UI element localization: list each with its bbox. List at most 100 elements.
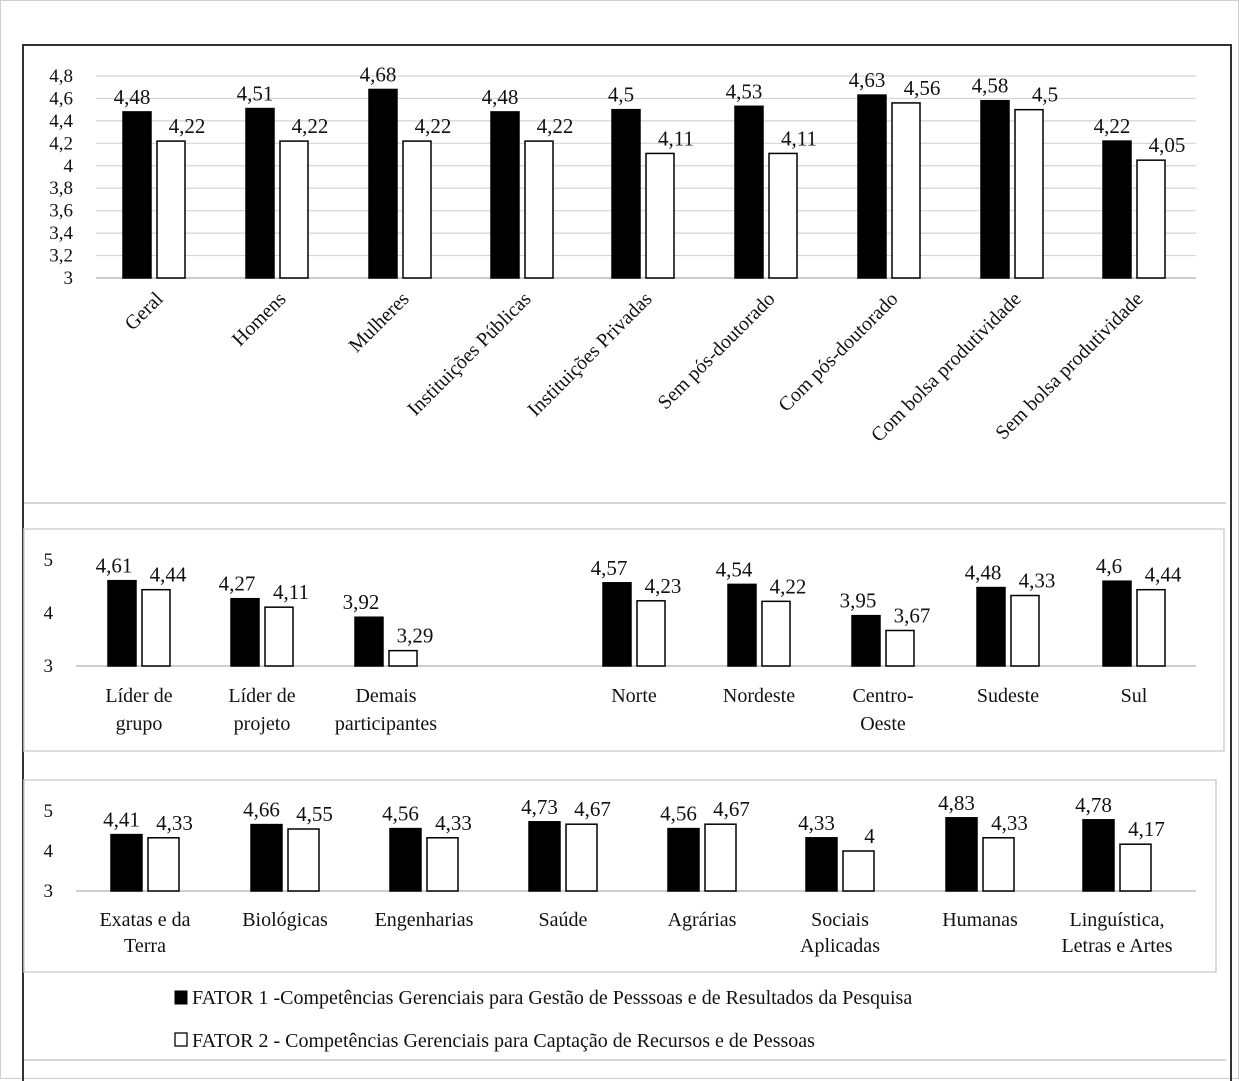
bar-fator-1 (111, 835, 142, 891)
category-label: Oeste (860, 713, 906, 735)
data-label-fator-1: 4,54 (716, 557, 753, 581)
data-label-fator-1: 4,63 (849, 68, 886, 92)
bar-fator-2 (403, 141, 431, 278)
bar-fator-2 (983, 838, 1014, 891)
bar-fator-1 (108, 581, 136, 666)
y-tick-label: 4,4 (49, 111, 73, 132)
data-label-fator-2: 4,5 (1032, 83, 1058, 107)
category-label: Norte (611, 685, 657, 707)
data-label-fator-2: 4,56 (904, 76, 941, 100)
category-label: Mulheres (345, 288, 414, 357)
bar-fator-2 (525, 141, 553, 278)
y-tick-label: 4,2 (49, 133, 73, 154)
y-tick-label: 3,4 (49, 223, 73, 244)
bar-fator-2 (769, 153, 797, 278)
data-label-fator-2: 4,22 (770, 574, 807, 598)
bar-fator-2 (1137, 160, 1165, 278)
data-label-fator-1: 4,66 (243, 798, 280, 822)
category-label: Saúde (539, 909, 588, 931)
data-label-fator-1: 3,92 (343, 590, 380, 614)
bar-fator-2 (265, 607, 293, 666)
bar-fator-2 (1137, 590, 1165, 666)
bar-fator-2 (566, 824, 597, 891)
category-label: Agrárias (668, 909, 737, 931)
category-label: Exatas e da (99, 909, 190, 931)
legend-swatch-fator-2 (175, 1033, 187, 1046)
bar-fator-2 (142, 590, 170, 666)
y-tick-label: 3 (44, 656, 54, 677)
category-label: Sociais (811, 909, 869, 931)
data-label-fator-1: 4,61 (96, 554, 133, 578)
category-label: participantes (335, 713, 437, 735)
data-label-fator-1: 4,73 (521, 795, 558, 819)
data-label-fator-2: 4,33 (435, 811, 472, 835)
data-label-fator-2: 4,11 (781, 126, 817, 150)
category-label: projeto (234, 713, 291, 735)
y-tick-label: 3 (44, 881, 54, 902)
bar-fator-2 (1011, 596, 1039, 666)
category-label: Terra (124, 935, 166, 957)
bar-fator-2 (762, 601, 790, 666)
bar-fator-1 (1103, 581, 1131, 666)
y-tick-label: 3,2 (49, 246, 73, 267)
data-label-fator-1: 4,27 (219, 572, 256, 596)
data-label-fator-1: 4,48 (114, 85, 151, 109)
legend-label-fator-1: FATOR 1 -Competências Gerenciais para Ge… (192, 987, 912, 1009)
data-label-fator-1: 4,6 (1096, 554, 1122, 578)
chart-panel-3: 3 4 5 4,41 4,33 Exatas e da Terra 4,66 4,55 Bioló… (44, 791, 1197, 957)
bar-fator-1 (369, 89, 397, 278)
bar-fator-2 (148, 838, 179, 891)
category-label: Letras e Artes (1061, 935, 1172, 957)
data-label-fator-1: 4,68 (360, 62, 397, 86)
data-label-fator-2: 4,22 (169, 114, 206, 138)
data-label-fator-2: 4,33 (1019, 569, 1056, 593)
data-label-fator-2: 4,22 (415, 114, 452, 138)
y-tick-label: 4 (44, 603, 54, 624)
data-label-fator-1: 3,95 (840, 589, 877, 613)
data-label-fator-2: 4,22 (292, 114, 329, 138)
bar-fator-1 (806, 838, 837, 891)
data-label-fator-2: 4,67 (574, 797, 611, 821)
bar-fator-2 (1120, 844, 1151, 891)
y-tick-label: 4,8 (49, 66, 73, 87)
category-label: Sudeste (977, 685, 1039, 707)
category-label: Centro- (852, 685, 913, 707)
legend-label-fator-2: FATOR 2 - Competências Gerenciais para C… (192, 1030, 815, 1052)
bar-fator-2 (427, 838, 458, 891)
y-tick-label: 4 (44, 841, 54, 862)
data-label-fator-1: 4,51 (237, 82, 274, 106)
data-label-fator-2: 4,33 (991, 811, 1028, 835)
bar-fator-1 (529, 822, 560, 891)
bar-fator-1 (1103, 141, 1131, 278)
chart-panel-2: 3 4 5 4,61 4,44 Líder de grupo 4,27 4,11 Líder de… (44, 550, 1197, 735)
data-label-fator-2: 3,29 (397, 624, 434, 648)
bar-fator-1 (612, 110, 640, 278)
data-label-fator-1: 4,5 (608, 83, 634, 107)
bar-fator-1 (1083, 820, 1114, 891)
y-tick-label: 5 (44, 550, 54, 571)
data-label-fator-2: 4,55 (296, 802, 333, 826)
y-tick-label: 5 (44, 801, 54, 822)
bar-fator-1 (491, 112, 519, 278)
bar-fator-1 (603, 583, 631, 666)
category-label: Humanas (942, 909, 1018, 931)
y-tick-label: 4 (64, 156, 74, 177)
bar-fator-1 (123, 112, 151, 278)
data-label-fator-1: 4,83 (938, 791, 975, 815)
bar-fator-2 (1015, 110, 1043, 278)
bar-fator-1 (390, 829, 421, 891)
y-tick-label: 3,6 (49, 201, 73, 222)
panel-3-frame (24, 780, 1216, 972)
bar-fator-1 (246, 109, 274, 278)
data-label-fator-1: 4,41 (103, 808, 140, 832)
bar-fator-1 (355, 617, 383, 666)
bar-fator-1 (977, 588, 1005, 666)
bar-fator-1 (251, 825, 282, 891)
data-label-fator-2: 4 (864, 824, 875, 848)
data-label-fator-2: 4,33 (156, 811, 193, 835)
bar-fator-1 (852, 616, 880, 666)
data-label-fator-2: 4,44 (1145, 563, 1182, 587)
category-label: Biológicas (242, 909, 328, 931)
data-label-fator-1: 4,56 (660, 802, 697, 826)
bar-fator-1 (858, 95, 886, 278)
